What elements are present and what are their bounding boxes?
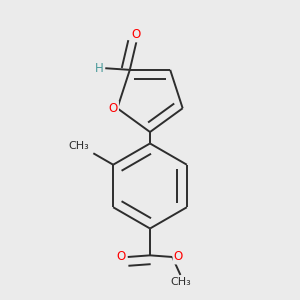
Text: O: O — [173, 250, 183, 263]
Text: O: O — [132, 28, 141, 41]
Text: O: O — [117, 250, 126, 263]
Text: O: O — [109, 102, 118, 115]
Text: CH₃: CH₃ — [69, 141, 89, 151]
Text: H: H — [95, 62, 104, 75]
Text: CH₃: CH₃ — [170, 277, 191, 286]
